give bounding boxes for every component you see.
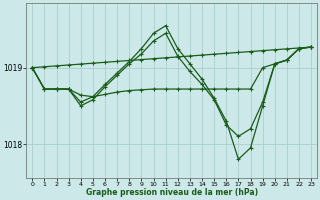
X-axis label: Graphe pression niveau de la mer (hPa): Graphe pression niveau de la mer (hPa) [86, 188, 258, 197]
